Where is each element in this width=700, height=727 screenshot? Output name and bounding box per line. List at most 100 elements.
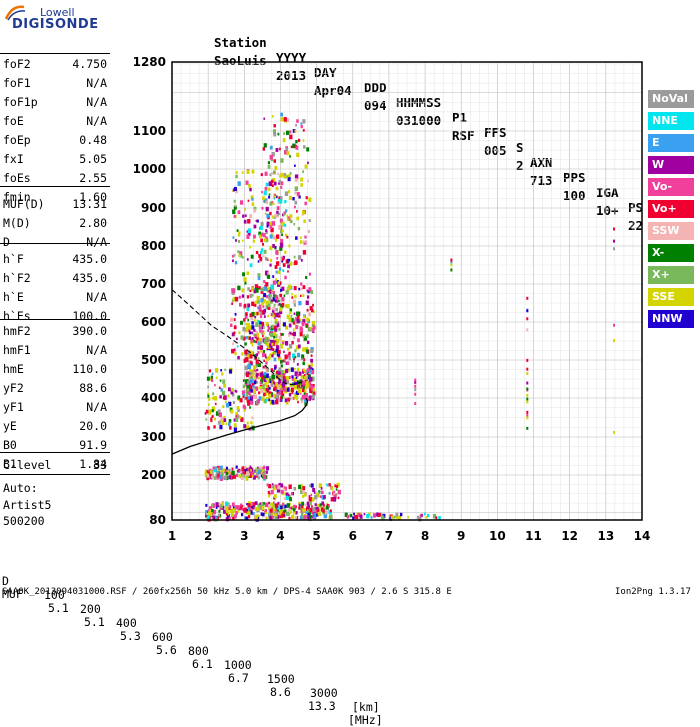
echo-point — [265, 229, 268, 233]
echo-point — [225, 422, 228, 426]
echo-point — [278, 358, 280, 361]
echo-point — [208, 397, 211, 401]
echo-point — [276, 339, 280, 344]
echo-point — [435, 516, 438, 520]
echo-point — [237, 181, 241, 186]
echo-point — [222, 405, 225, 409]
echo-point — [295, 236, 298, 240]
echo-point — [284, 304, 288, 308]
muf-value: 5.3 — [120, 629, 141, 643]
echo-point — [292, 328, 295, 332]
echo-point — [261, 206, 264, 210]
echo-point — [312, 487, 316, 493]
echo-point — [256, 295, 260, 301]
echo-point — [263, 190, 267, 196]
echo-point — [247, 199, 250, 202]
echo-point — [271, 381, 274, 385]
echo-point — [250, 469, 252, 472]
echo-point — [234, 514, 237, 519]
echo-point — [218, 509, 221, 513]
legend-item: SSE — [648, 288, 694, 306]
param-name: D — [3, 235, 10, 249]
echo-point — [229, 509, 233, 513]
echo-point — [235, 337, 238, 341]
echo-point — [215, 471, 219, 476]
echo-point — [283, 370, 286, 374]
echo-point — [294, 164, 296, 167]
echo-point — [255, 332, 260, 338]
echo-point — [286, 286, 290, 291]
echo-point — [286, 380, 289, 385]
echo-point — [289, 311, 292, 315]
echo-point — [278, 179, 281, 183]
echo-point — [262, 512, 265, 517]
echo-point — [241, 256, 244, 259]
echo-point — [275, 270, 278, 274]
muf-value: 6.7 — [228, 671, 249, 685]
echo-point — [263, 371, 267, 376]
echo-point — [273, 503, 276, 507]
echo-point — [270, 312, 273, 317]
echo-point — [264, 186, 268, 191]
echo-point — [294, 371, 298, 377]
echo-point — [250, 339, 253, 343]
echo-point — [215, 368, 219, 373]
echo-point — [260, 248, 264, 252]
echo-point — [273, 325, 277, 329]
echo-point — [279, 509, 283, 514]
echo-point — [282, 322, 286, 327]
echo-point — [243, 507, 247, 513]
echo-point — [304, 201, 307, 206]
echo-point — [273, 197, 276, 200]
echo-point — [296, 367, 300, 372]
echo-point — [261, 334, 264, 338]
echo-point — [211, 508, 214, 513]
echo-point — [283, 497, 286, 500]
echo-point — [265, 385, 268, 389]
echo-point — [247, 507, 250, 511]
echo-point — [275, 509, 278, 512]
echo-point — [314, 494, 318, 500]
param-name: foEp — [3, 133, 31, 147]
echo-point — [289, 510, 292, 514]
y-tick-label: 900 — [141, 201, 166, 215]
echo-point — [206, 470, 209, 473]
echo-point — [240, 513, 244, 517]
echo-point — [260, 468, 263, 471]
echo-point — [267, 341, 271, 346]
echo-point — [271, 394, 273, 398]
echo-point — [268, 303, 271, 308]
echo-point — [257, 346, 260, 350]
echo-point — [291, 514, 295, 520]
echo-point — [249, 354, 253, 359]
echo-point — [302, 361, 305, 366]
echo-point — [236, 414, 240, 419]
echo-point — [376, 512, 379, 516]
echo-point — [271, 515, 274, 519]
echo-point — [261, 378, 265, 382]
header-day: DAY — [314, 65, 337, 80]
echo-point — [328, 504, 330, 508]
echo-point — [306, 308, 309, 312]
echo-point — [237, 250, 240, 254]
echo-point — [237, 408, 240, 412]
echo-point — [277, 201, 280, 205]
echo-point — [227, 394, 230, 398]
separator — [0, 53, 110, 54]
echo-point — [297, 400, 299, 404]
echo-point — [277, 281, 281, 285]
echo-point — [286, 214, 289, 218]
echo-point — [303, 240, 306, 243]
echo-point — [279, 396, 283, 400]
echo-point — [304, 164, 308, 169]
echo-point — [288, 351, 291, 356]
echo-point — [279, 398, 282, 402]
echo-point — [292, 321, 295, 325]
echo-point — [376, 513, 380, 518]
echo-point — [328, 509, 333, 515]
echo-point — [257, 350, 260, 354]
echo-point — [267, 391, 272, 396]
separator — [0, 319, 110, 320]
echo-point — [251, 501, 254, 506]
echo-point — [290, 387, 294, 392]
